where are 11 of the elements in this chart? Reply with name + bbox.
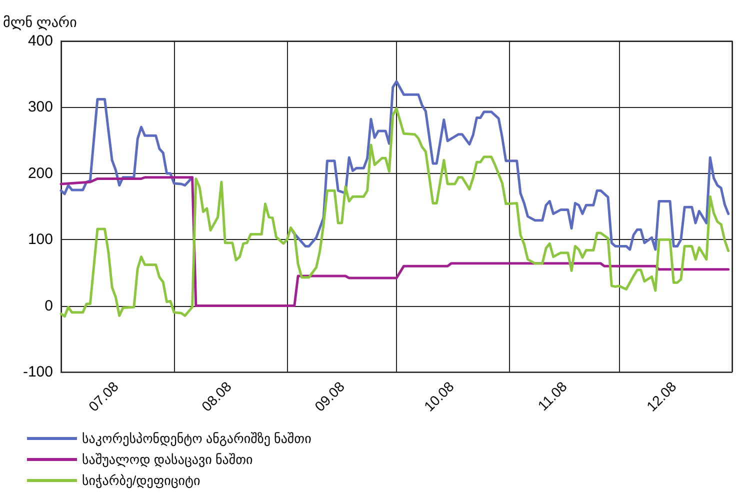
- y-tick-label: 0: [44, 297, 53, 314]
- y-tick-label: 100: [28, 231, 53, 248]
- y-tick-label: 200: [28, 164, 53, 182]
- legend-label: საშუალოდ დასაცავი ნაშთი: [82, 452, 254, 468]
- y-tick-label: -100: [22, 364, 53, 380]
- line-series: [60, 107, 730, 318]
- legend-label: საკორესპონდენტო ანგარიშზე ნაშთი: [82, 431, 312, 447]
- y-axis-title: მლნ ლარი: [3, 14, 77, 31]
- y-tick-label: 400: [28, 32, 53, 50]
- legend-label: სიჭარბე/დეფიციტი: [82, 473, 201, 489]
- y-tick-label: 300: [28, 98, 53, 116]
